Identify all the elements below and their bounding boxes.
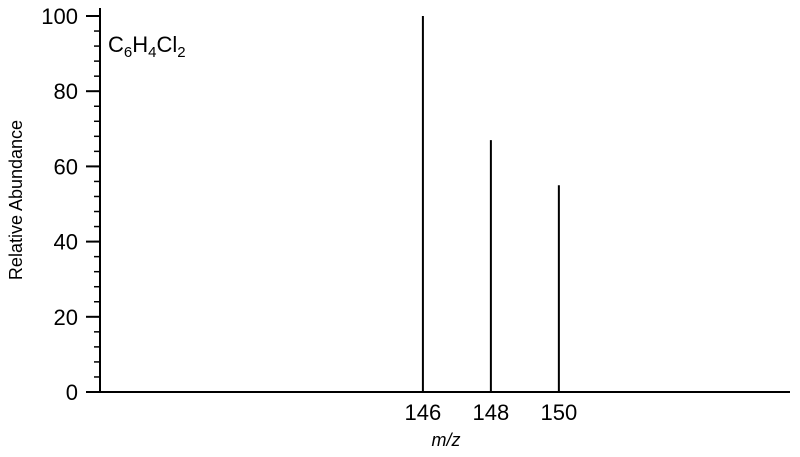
x-tick-label: 150 xyxy=(541,400,578,425)
x-tick-labels: 146 148 150 xyxy=(405,400,578,425)
x-axis-label: m/z xyxy=(432,430,461,450)
peaks xyxy=(421,16,560,392)
y-tick-label: 60 xyxy=(54,154,78,179)
x-tick-label: 146 xyxy=(405,400,442,425)
y-tick-label: 80 xyxy=(54,79,78,104)
y-tick-label: 100 xyxy=(41,4,78,29)
formula-element: H xyxy=(132,32,148,57)
formula-subscript: 2 xyxy=(177,44,185,61)
y-tick-label: 20 xyxy=(54,305,78,330)
formula-element: Cl xyxy=(156,32,177,57)
y-tick-label: 40 xyxy=(54,230,78,255)
formula-subscript: 6 xyxy=(124,44,132,61)
y-major-ticks xyxy=(86,15,100,393)
y-tick-labels: 0 20 40 60 80 100 xyxy=(41,4,78,405)
x-tick-label: 148 xyxy=(473,400,510,425)
molecular-formula-label: C6H4Cl2 xyxy=(108,32,186,61)
formula-element: C xyxy=(108,32,124,57)
axes xyxy=(99,8,790,393)
y-axis-label: Relative Abundance xyxy=(6,120,26,280)
y-tick-label: 0 xyxy=(66,380,78,405)
formula-subscript: 4 xyxy=(148,44,156,61)
